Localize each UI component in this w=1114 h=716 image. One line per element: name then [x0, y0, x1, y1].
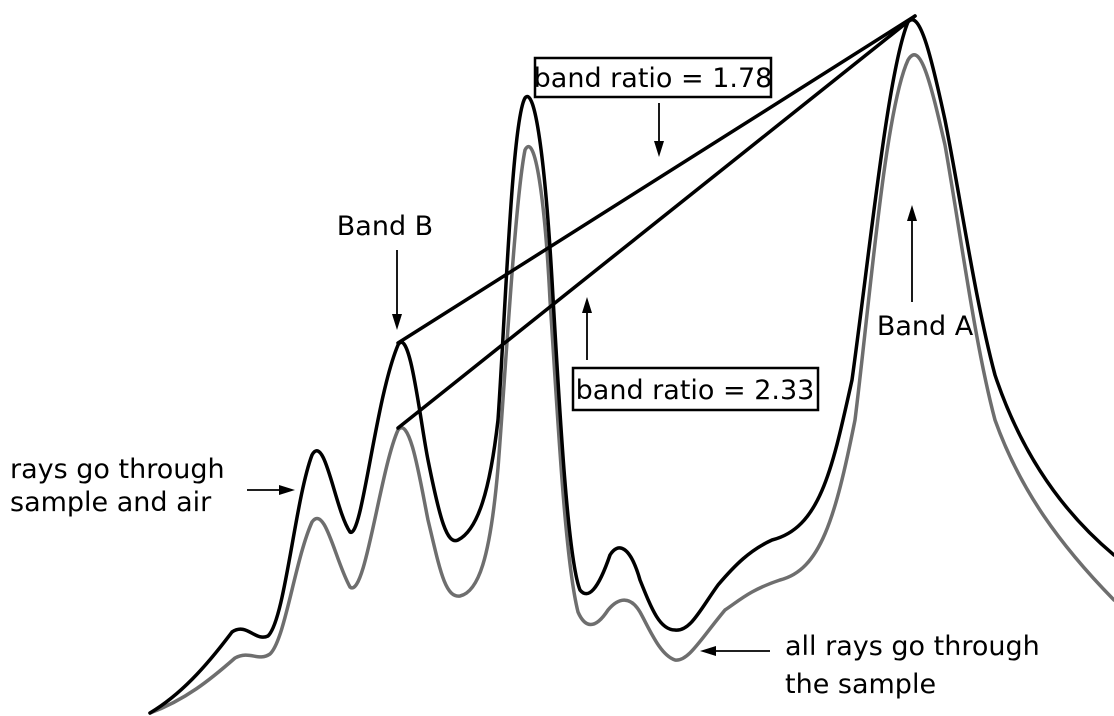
- band-b-label: Band B: [337, 211, 433, 242]
- sample-air-label-line1: rays go through: [10, 454, 225, 485]
- spectrum-sample-only-curve: [148, 53, 1114, 715]
- band-b-arrow: [392, 250, 402, 330]
- sample-air-label-line2: sample and air: [10, 487, 212, 518]
- band-a-arrow: [907, 205, 917, 302]
- sample-only-arrow: [700, 646, 770, 656]
- ratio-upper-box: [533, 56, 773, 99]
- ratio-line-upper: [396, 14, 917, 345]
- ratio-lower-arrow: [582, 297, 592, 360]
- ratio-upper-label: band ratio = 1.78: [534, 63, 773, 94]
- sample-only-label-line2: the sample: [785, 669, 936, 700]
- ratio-lower-box: [571, 366, 820, 412]
- ratio-line-lower: [396, 14, 917, 430]
- sample-air-arrow: [247, 485, 295, 495]
- band-a-label: Band A: [877, 311, 974, 342]
- spectrum-sample-and-air-curve: [148, 18, 1114, 715]
- ratio-upper-arrow: [654, 103, 664, 157]
- ratio-lower-label: band ratio = 2.33: [576, 375, 815, 406]
- sample-only-label-line1: all rays go through: [785, 631, 1040, 662]
